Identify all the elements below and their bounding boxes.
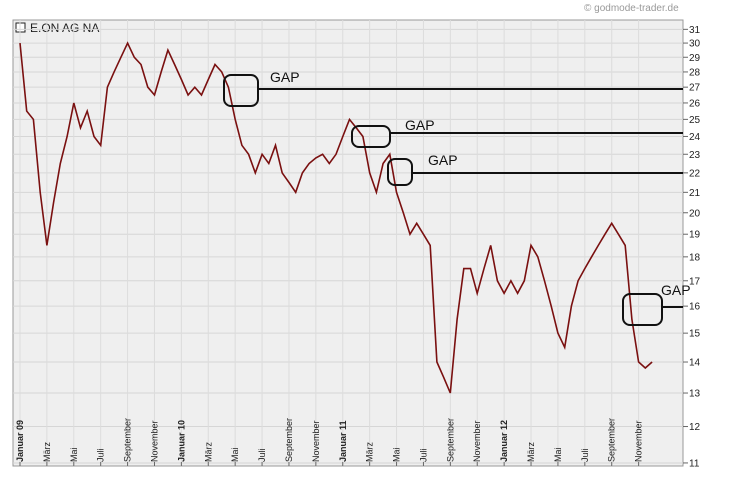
plot-area bbox=[12, 19, 684, 467]
x-tick-label: Juli bbox=[580, 448, 590, 462]
source: © godmode-trader.de bbox=[584, 3, 679, 14]
x-tick-label: Mai bbox=[69, 447, 79, 462]
y-tick-label: 18 bbox=[689, 252, 701, 263]
x-tick-label: November bbox=[472, 420, 482, 462]
x-tick-label: März bbox=[365, 442, 375, 462]
x-tick-label: September bbox=[445, 418, 455, 462]
y-tick-label: 16 bbox=[689, 302, 701, 313]
x-tick-label: Mai bbox=[230, 447, 240, 462]
y-tick-label: 27 bbox=[689, 83, 701, 94]
x-tick-label: September bbox=[284, 418, 294, 462]
y-tick-label: 29 bbox=[689, 53, 701, 64]
x-tick-label: Januar 12 bbox=[499, 420, 509, 462]
x-tick-label: November bbox=[311, 420, 321, 462]
x-tick-label: Juli bbox=[96, 448, 106, 462]
gap-label: GAP bbox=[661, 282, 691, 298]
chart-title: E.ON AG NA bbox=[30, 21, 99, 35]
y-tick-label: 14 bbox=[689, 358, 701, 369]
y-tick-label: 15 bbox=[689, 329, 701, 340]
x-tick-label: November bbox=[149, 420, 159, 462]
gap-box bbox=[351, 125, 391, 148]
x-tick-label: Januar 10 bbox=[176, 420, 186, 462]
price-line bbox=[19, 41, 653, 394]
gap-label: GAP bbox=[270, 69, 300, 85]
y-tick-label: 17 bbox=[689, 276, 701, 287]
y-tick-label: 24 bbox=[689, 132, 701, 143]
x-tick-label: Juli bbox=[257, 448, 267, 462]
y-tick-label: 23 bbox=[689, 150, 701, 161]
x-tick-label: September bbox=[123, 418, 133, 462]
y-tick-label: 25 bbox=[689, 115, 701, 126]
y-tick-label: 13 bbox=[689, 389, 701, 400]
y-tick-label: 30 bbox=[689, 39, 701, 50]
y-tick-label: 21 bbox=[689, 188, 701, 199]
x-tick-label: November bbox=[634, 420, 644, 462]
gap-label: GAP bbox=[428, 152, 458, 168]
x-tick-label: März bbox=[203, 442, 213, 462]
y-tick-label: 20 bbox=[689, 208, 701, 219]
x-tick-label: März bbox=[526, 442, 536, 462]
y-tick-label: 28 bbox=[689, 67, 701, 78]
x-tick-label: Mai bbox=[553, 447, 563, 462]
gap-label: GAP bbox=[405, 117, 435, 133]
y-tick-label: 26 bbox=[689, 98, 701, 109]
y-tick-label: 19 bbox=[689, 230, 701, 241]
x-tick-label: Mai bbox=[392, 447, 402, 462]
gap-box bbox=[622, 293, 663, 326]
x-tick-label: März bbox=[42, 442, 52, 462]
y-tick-label: 11 bbox=[689, 458, 700, 469]
x-tick-label: Januar 09 bbox=[15, 420, 25, 462]
y-tick-label: 12 bbox=[689, 422, 701, 433]
x-tick-label: Januar 11 bbox=[338, 420, 348, 462]
y-tick-label: 22 bbox=[689, 168, 701, 179]
x-tick-label: September bbox=[607, 418, 617, 462]
x-tick-label: Juli bbox=[418, 448, 428, 462]
gap-box bbox=[223, 74, 259, 107]
y-tick-label: 31 bbox=[689, 25, 701, 36]
legend-swatch bbox=[15, 22, 26, 33]
